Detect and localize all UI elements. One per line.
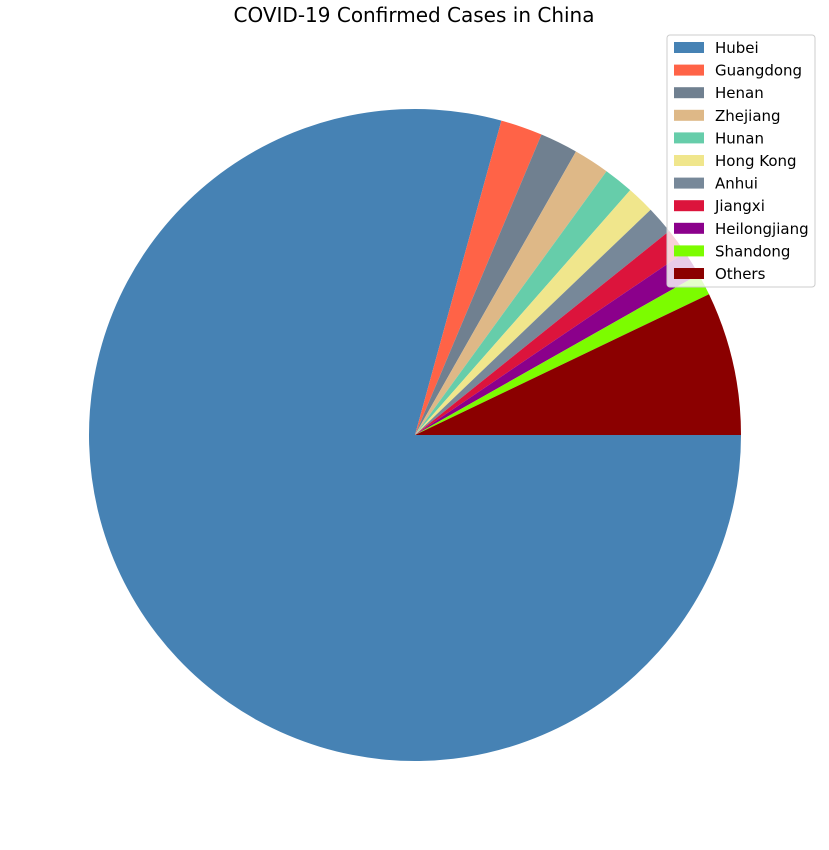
pie-slice-jiangxi (415, 231, 685, 435)
legend-label-zhejiang: Zhejiang (715, 107, 781, 125)
legend-swatch-jiangxi (674, 200, 704, 212)
legend-label-anhui: Anhui (715, 175, 758, 193)
legend-swatch-shandong (674, 245, 704, 257)
legend-swatch-hong-kong (674, 155, 704, 166)
legend-label-henan: Henan (715, 84, 764, 102)
pie-slice-guangdong (415, 120, 542, 435)
legend-label-hubei: Hubei (715, 39, 759, 57)
pie-slice-henan (415, 134, 576, 436)
legend: Hubei Guangdong Henan Zhejiang Hunan Hong Kon… (666, 34, 816, 288)
legend-swatch-henan (674, 87, 704, 99)
legend-label-heilongjiang: Heilongjiang (715, 220, 809, 238)
legend-swatch-others (674, 268, 704, 279)
pie-slices (89, 109, 742, 761)
legend-label-hunan: Hunan (715, 129, 764, 147)
legend-label-others: Others (715, 265, 766, 283)
legend-swatch-heilongjiang (674, 222, 704, 234)
legend-swatch-hunan (674, 132, 704, 144)
pie-slice-hong-kong (415, 190, 651, 435)
pie-slice-anhui (415, 209, 670, 435)
legend-label-shandong: Shandong (715, 242, 790, 260)
pie-slice-zhejiang (415, 151, 607, 435)
chart-title: COVID-19 Confirmed Cases in China (234, 3, 595, 27)
pie-slice-hunan (415, 171, 631, 435)
legend-label-hong-kong: Hong Kong (715, 152, 797, 170)
legend-label-jiangxi: Jiangxi (714, 197, 765, 215)
legend-label-guangdong: Guangdong (715, 62, 802, 80)
legend-swatch-hubei (674, 42, 704, 53)
legend-swatch-guangdong (674, 64, 704, 76)
pie-slice-others (415, 294, 741, 435)
pie-slice-shandong (415, 274, 710, 435)
legend-swatch-zhejiang (674, 109, 704, 121)
pie-slice-heilongjiang (415, 252, 699, 435)
legend-swatch-anhui (674, 177, 704, 189)
